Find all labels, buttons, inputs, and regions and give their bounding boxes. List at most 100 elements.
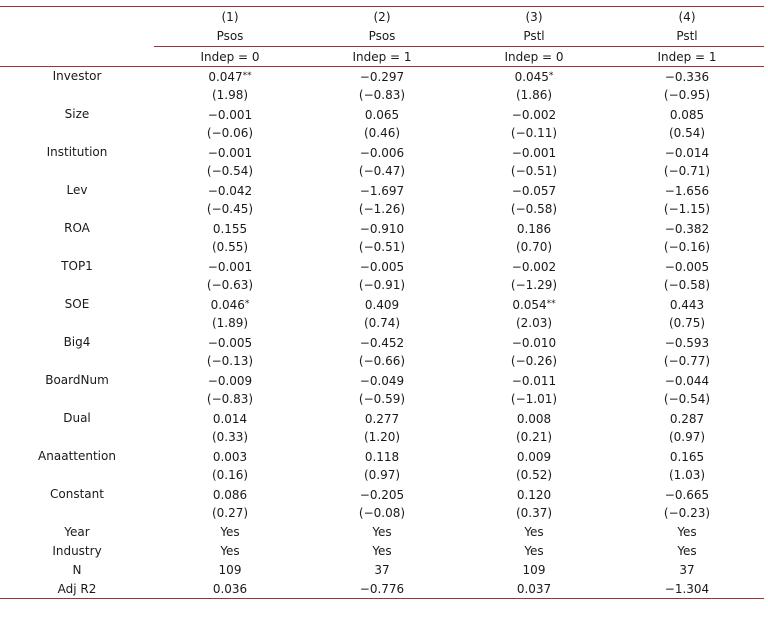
coefficient-value: −0.005: [664, 259, 710, 274]
coefficient-cell: 0.155: [154, 219, 306, 238]
t-statistic: (−0.45): [206, 202, 254, 216]
coefficient-value: −0.005: [207, 335, 253, 350]
table-row-coefficient: Big4 −0.005 −0.452 −0.010 −0.593: [0, 333, 764, 352]
coefficient-value: −0.001: [207, 145, 253, 160]
table-row-tstat: (0.16) (0.97) (0.52) (1.03): [0, 466, 764, 485]
coefficient-cell: −0.044: [610, 371, 764, 390]
coefficient-value: −0.010: [511, 335, 557, 350]
variable-label: TOP1: [61, 259, 93, 273]
coefficient-value: −0.006: [359, 145, 405, 160]
t-statistic: (−0.83): [358, 88, 406, 102]
variable-label: Investor: [52, 69, 102, 84]
variable-label-empty: [0, 352, 154, 371]
table-row-tstat: (1.98) (−0.83) (1.86) (−0.95): [0, 86, 764, 105]
coefficient-cell: −0.297: [306, 67, 458, 86]
coefficient-value: 0.085: [669, 107, 705, 122]
column-sample: Indep = 0: [154, 46, 306, 67]
table-row-tstat: (0.55) (−0.51) (0.70) (−0.16): [0, 238, 764, 257]
column-dependent-variable: Psos: [306, 26, 458, 47]
coefficient-value: −0.042: [207, 183, 253, 198]
t-statistic: (0.46): [363, 126, 401, 140]
t-statistic: (0.33): [211, 430, 249, 444]
t-statistic: (−0.91): [358, 278, 406, 292]
coefficient-cell: −0.001: [154, 257, 306, 276]
table-row-tstat: (−0.54) (−0.47) (−0.51) (−0.71): [0, 162, 764, 181]
coefficient-value: −0.336: [664, 69, 710, 84]
t-statistic: (−0.51): [358, 240, 406, 254]
footer-value: 0.036: [154, 579, 306, 599]
t-statistic: (0.55): [211, 240, 249, 254]
coefficient-cell: 0.003: [154, 447, 306, 466]
t-statistic: (−0.08): [358, 506, 406, 520]
variable-label: Lev: [66, 183, 88, 197]
t-statistic: (0.52): [515, 468, 553, 482]
footer-label: Adj R2: [0, 579, 154, 599]
footer-value: Yes: [220, 525, 240, 539]
table-row-footer: Adj R2 0.036 −0.776 0.037 −1.304: [0, 579, 764, 599]
t-statistic: (−1.26): [358, 202, 406, 216]
t-statistic: (−0.51): [510, 164, 558, 178]
footer-label: Year: [64, 525, 90, 539]
coefficient-value: 0.014: [212, 411, 248, 426]
coefficient-value: −0.382: [664, 221, 710, 236]
table-row-tstat: (−0.13) (−0.66) (−0.26) (−0.77): [0, 352, 764, 371]
table-row-coefficient: Investor 0.047** −0.297 0.045* −0.336: [0, 67, 764, 86]
column-dependent-variable: Pstl: [610, 26, 764, 47]
t-statistic: (−0.58): [663, 278, 711, 292]
t-statistic: (0.75): [668, 316, 706, 330]
coefficient-cell: −1.656: [610, 181, 764, 200]
coefficient-value: −0.049: [359, 373, 405, 388]
t-statistic: (−0.23): [663, 506, 711, 520]
table-row-coefficient: Anaattention 0.003 0.118 0.009 0.165: [0, 447, 764, 466]
regression-table: (1) (2) (3) (4) Psos Psos Pstl Pstl Indep = 0 Ind…: [0, 6, 764, 599]
table-row-coefficient: Size −0.001 0.065 −0.002 0.085: [0, 105, 764, 124]
t-statistic: (0.74): [363, 316, 401, 330]
footer-value: −0.776: [306, 579, 458, 599]
coefficient-value: 0.046: [210, 297, 245, 312]
variable-label: Constant: [50, 487, 104, 501]
t-statistic: (−0.58): [510, 202, 558, 216]
table-row-footer: Industry Yes Yes Yes Yes: [0, 542, 764, 561]
header-row-number: (1) (2) (3) (4): [0, 6, 764, 27]
table-row-coefficient: Constant 0.086 −0.205 0.120 −0.665: [0, 485, 764, 504]
column-number: (2): [306, 6, 458, 27]
coefficient-value: 0.118: [364, 449, 400, 464]
t-statistic: (1.98): [211, 88, 249, 102]
variable-label-empty: [0, 466, 154, 485]
coefficient-value: 0.120: [516, 487, 552, 502]
header-row-sample: Indep = 0 Indep = 1 Indep = 0 Indep = 1: [0, 46, 764, 67]
table-row-tstat: (0.27) (−0.08) (0.37) (−0.23): [0, 504, 764, 523]
coefficient-value: −0.001: [207, 259, 253, 274]
coefficient-cell: 0.443: [610, 295, 764, 314]
coefficient-cell: −0.002: [458, 105, 610, 124]
table-row-tstat: (−0.63) (−0.91) (−1.29) (−0.58): [0, 276, 764, 295]
column-number: (3): [458, 6, 610, 27]
coefficient-cell: −0.014: [610, 143, 764, 162]
coefficient-value: 0.045: [514, 69, 549, 84]
coefficient-cell: −0.042: [154, 181, 306, 200]
coefficient-cell: −0.205: [306, 485, 458, 504]
variable-label-empty: [0, 124, 154, 143]
coefficient-cell: −0.006: [306, 143, 458, 162]
coefficient-cell: −0.005: [610, 257, 764, 276]
coefficient-cell: 0.086: [154, 485, 306, 504]
table-body: (1) (2) (3) (4) Psos Psos Pstl Pstl Indep = 0 Ind…: [0, 6, 764, 599]
t-statistic: (−0.11): [510, 126, 558, 140]
coefficient-value: −0.011: [511, 373, 557, 388]
table-row-coefficient: Dual 0.014 0.277 0.008 0.287: [0, 409, 764, 428]
t-statistic: (0.97): [363, 468, 401, 482]
t-statistic: (−0.77): [663, 354, 711, 368]
significance-stars: **: [546, 298, 556, 309]
footer-value: 0.037: [458, 579, 610, 599]
coefficient-cell: 0.118: [306, 447, 458, 466]
significance-stars: *: [244, 298, 250, 309]
t-statistic: (−0.59): [358, 392, 406, 406]
coefficient-value: −0.002: [511, 259, 557, 274]
table-row-tstat: (0.33) (1.20) (0.21) (0.97): [0, 428, 764, 447]
table-row-tstat: (1.89) (0.74) (2.03) (0.75): [0, 314, 764, 333]
coefficient-cell: −0.057: [458, 181, 610, 200]
t-statistic: (0.16): [211, 468, 249, 482]
footer-value: 109: [522, 563, 546, 577]
variable-label-empty: [0, 162, 154, 181]
coefficient-value: 0.443: [669, 297, 705, 312]
